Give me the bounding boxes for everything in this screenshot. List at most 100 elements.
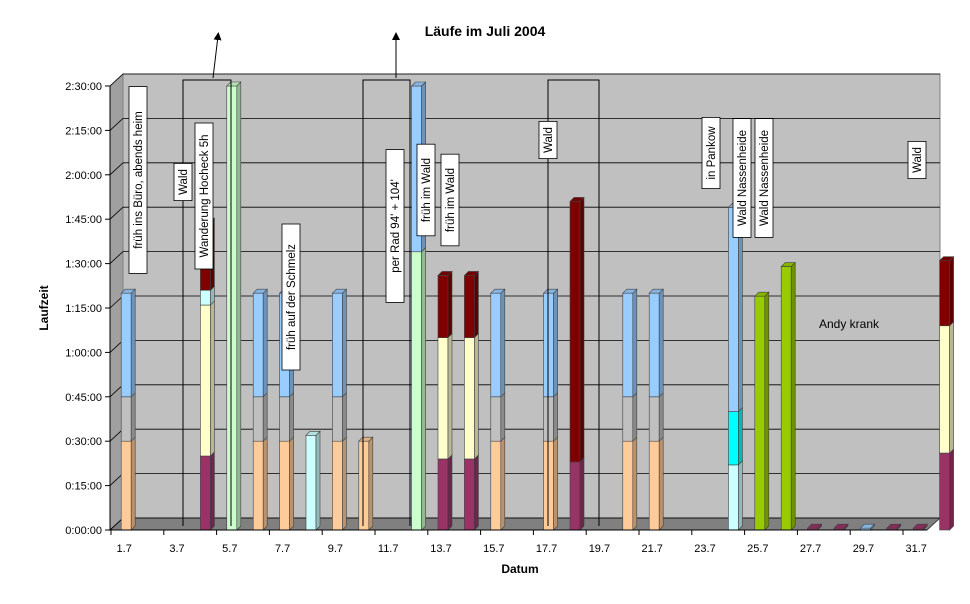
bar-segment [648,440,660,531]
bar-segment-side [421,247,426,531]
bars [120,79,955,531]
annotation-box: in Pankow [701,117,721,189]
y-tick-label: 0:30:00 [65,436,102,448]
bar-segment [490,396,502,442]
x-tick-label: 19.7 [589,543,610,555]
x-tick-label: 25.7 [747,543,768,555]
gridline-diag-10 [109,73,124,87]
bar-segment [437,275,449,338]
gridline-diag-0 [109,517,124,531]
bar-segment-side [447,454,453,531]
bar-segment-side [130,288,136,398]
bar-top [806,523,823,529]
bar-segment [939,452,950,531]
bar-segment-side [262,436,268,531]
bar-top [358,436,374,442]
bar-segment [754,295,766,531]
x-tick-label: 17.7 [536,543,557,555]
annotation-label: Wald [912,147,924,173]
bar-segment [252,440,264,531]
annotation-label: Wald Nassenheide [737,130,749,226]
bar-segment-side [738,406,743,466]
bar-top [754,291,770,297]
bar-segment-side [658,288,664,398]
bar-segment [464,458,475,531]
y-tick-label: 2:30:00 [65,81,102,93]
bar-segment [120,440,132,531]
y-tick-label: 2:15:00 [65,125,102,137]
x-tick-label: 5.7 [222,543,237,555]
bar-segment-side [210,451,215,531]
bar-segment [622,396,634,442]
annotation-box-bg [732,118,752,238]
x-tick-label: 29.7 [853,543,874,555]
gridline-diag-3 [109,384,124,398]
annotation-box-bg [173,162,193,202]
bar-segment-side [553,288,558,398]
annotation-box-bg [416,143,436,237]
bar-segment-side [790,261,796,531]
bar-segment-side [949,255,954,327]
y-tick-label: 1:00:00 [65,347,102,359]
annotation-label: per Rad 94' + 104' [390,179,402,273]
bar-top [437,271,453,276]
bar-top [410,81,427,87]
x-tick-label: 1.7 [117,543,132,555]
bar-segment-side [553,436,558,531]
bar-segment-side [130,436,136,531]
bar-segment [780,266,792,531]
gridline-diag-1 [109,473,124,486]
bar-segment [120,396,132,442]
x-tick-label: 23.7 [694,543,715,555]
annotation-box: Wald Nassenheide [754,118,774,238]
y-tick-label: 1:15:00 [65,303,102,315]
overflow-frame-1 [362,79,411,526]
bar-top [648,288,664,294]
annotation-box: früh auf der Schmelz [281,223,301,371]
annotation-box: Wald [173,162,193,202]
y-tick-label: 0:00:00 [65,525,102,537]
bar-segment [648,396,660,442]
bar-segment [464,337,475,460]
annotation-box-bg [194,122,214,270]
bar-segment [332,292,343,398]
bar-segment [305,434,317,531]
bar-segment-side [949,448,954,531]
bar-top [569,197,585,202]
y-axis-ticks: 0:00:00 0:15:00 0:30:00 0:45:00 1:00:00 1:15:… [65,81,110,537]
y-tick-label: 0:15:00 [65,481,102,493]
bar-segment-side [500,392,506,442]
x-tick-label: 15.7 [483,543,504,555]
bar-segment [490,292,502,398]
bar-segment [279,440,290,531]
bar-segment [411,251,422,531]
annotation-label: in Pankow [706,126,718,180]
bar-top [622,288,638,294]
bar-segment [437,458,449,531]
annotation-label: früh ins Büro, abends heim [133,111,145,248]
gridline-diag-2 [109,428,124,442]
bar-top [859,523,876,529]
bar-segment [332,396,343,442]
bar-top [463,271,480,276]
bar-segment [200,455,211,531]
bar-segment-side [236,81,242,531]
gridline-diag-9 [109,118,124,131]
bar-segment [543,292,554,398]
gridline-diag-6 [109,251,124,264]
x-axis-ticks: 1.7 3.7 5.7 7.7 9.7 11.7 13.7 15.7 17.7 19.7 21.7 2… [110,530,927,555]
bar-segment [226,85,238,531]
annotation-label: Andy krank [819,317,880,331]
bar-segment [252,292,264,398]
bar-segment-side [210,300,215,457]
bar-segment [200,289,211,306]
bar-top [780,262,796,267]
bar-segment-side [474,270,479,339]
bar-segment [464,275,475,338]
annotation-box-bg [440,153,460,247]
bar-segment-side [447,270,453,339]
annotation-box-bg [907,140,927,180]
bar-top [938,256,955,261]
bar-segment [120,292,132,398]
